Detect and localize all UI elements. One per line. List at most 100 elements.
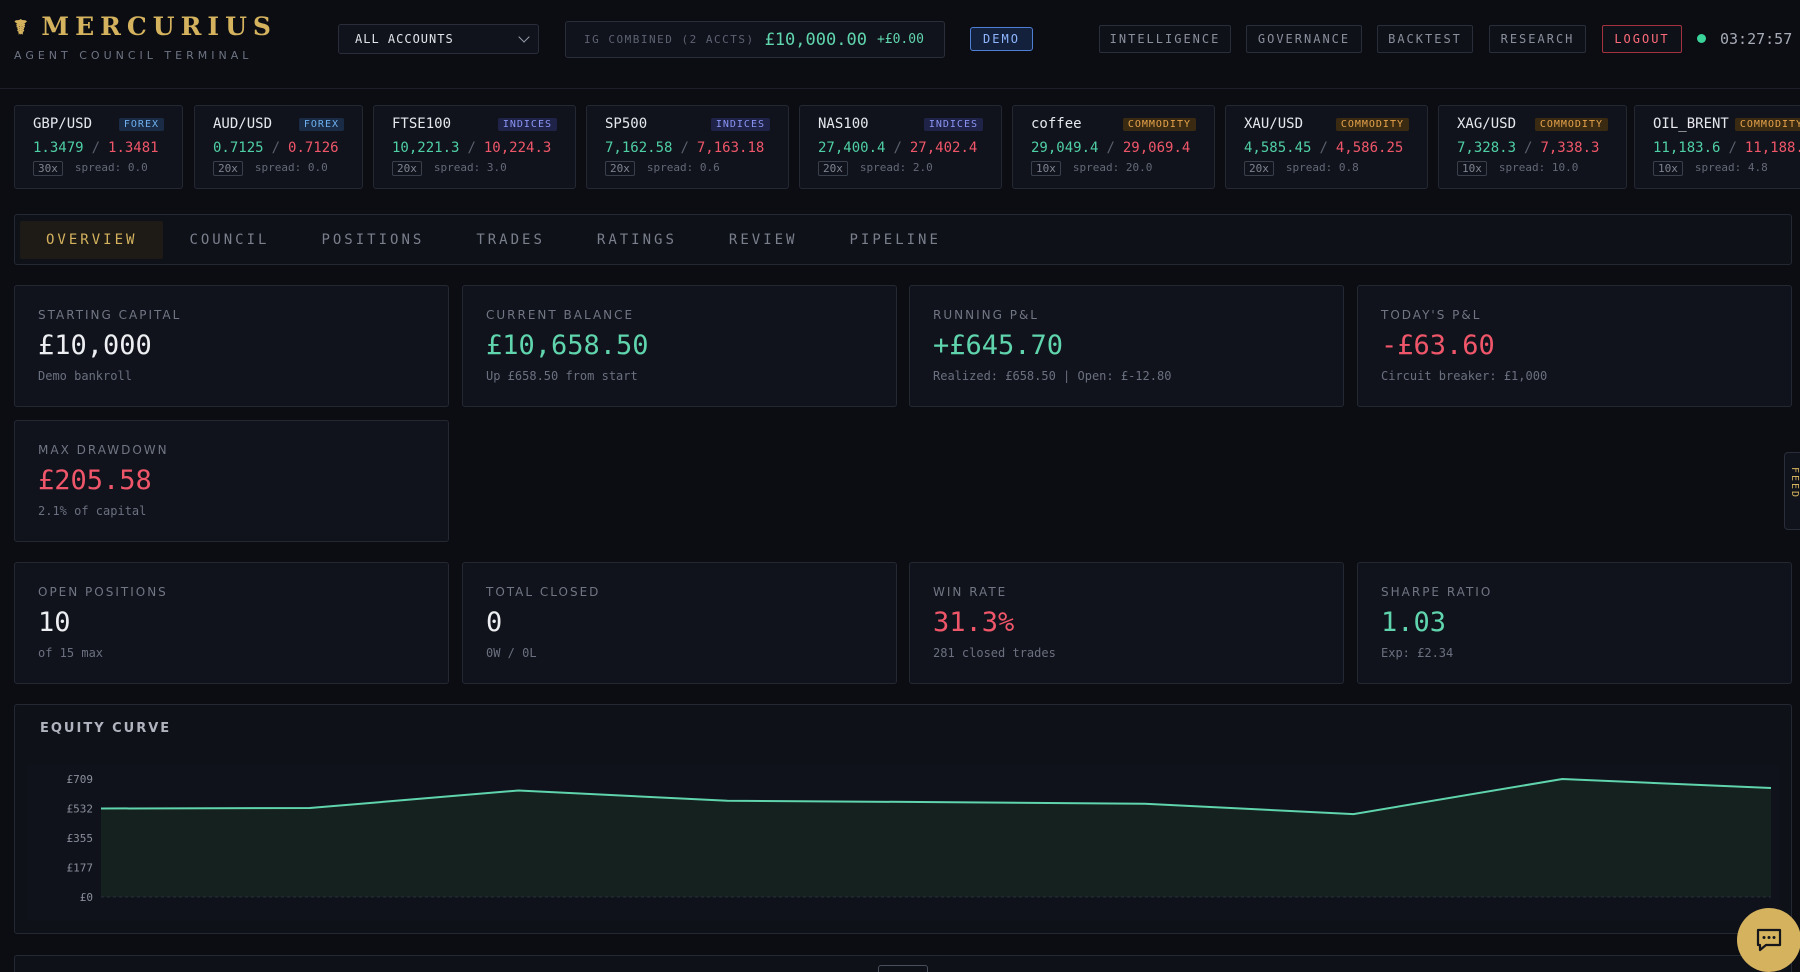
ticker-bid: 10,221.3	[392, 140, 460, 156]
card-value: -£63.60	[1381, 330, 1495, 361]
ticker-card[interactable]: coffee COMMODITY 29,049.4 / 29,069.4 10x spr…	[1012, 105, 1215, 189]
ticker-category: COMMODITY	[1122, 117, 1196, 131]
ticker-spread: spread: 4.8	[1694, 161, 1768, 174]
y-tick-label: £177	[67, 862, 94, 875]
ticker-ask: 27,402.4	[909, 140, 978, 156]
ticker-bid: 27,400.4	[818, 140, 886, 156]
connection-status-dot	[1697, 34, 1706, 43]
ticker-card[interactable]: OIL_BRENT COMMODITY 11,183.6 / 11,188.4 10x…	[1634, 105, 1800, 189]
card-sub: 2.1% of capital	[38, 504, 147, 518]
card-sub: Up £658.50 from start	[486, 369, 638, 383]
ticker-bid: 7,162.58	[605, 140, 673, 156]
ticker-card[interactable]: FTSE100 INDICES 10,221.3 / 10,224.3 20x spre…	[373, 105, 576, 189]
ticker-symbol: OIL_BRENT	[1653, 116, 1729, 132]
card-sub: Exp: £2.34	[1381, 646, 1454, 660]
resize-handle[interactable]	[878, 965, 928, 972]
card-sub: Circuit breaker: £1,000	[1381, 369, 1548, 383]
price-separator: /	[1106, 140, 1115, 156]
ticker-spread: spread: 0.6	[646, 161, 720, 174]
current-balance-card: CURRENT BALANCE £10,658.50 Up £658.50 fr…	[462, 285, 897, 407]
ticker-bid: 29,049.4	[1031, 140, 1099, 156]
ticker-card[interactable]: NAS100 INDICES 27,400.4 / 27,402.4 20x sprea…	[799, 105, 1002, 189]
tab-pipeline[interactable]: PIPELINE	[849, 231, 941, 248]
tab-review[interactable]: REVIEW	[728, 231, 798, 248]
ticker-card[interactable]: GBP/USD FOREX 1.3479 / 1.3481 30x spread: 0.…	[14, 105, 183, 189]
ticker-category: COMMODITY	[1534, 117, 1608, 131]
side-tab-label: FEED	[1789, 467, 1800, 500]
header: ☤ MERCURIUS AGENT COUNCIL TERMINAL ALL A…	[0, 0, 1800, 89]
card-sub: 281 closed trades	[933, 646, 1056, 660]
chevron-down-icon	[518, 31, 530, 43]
ticker-spread: spread: 10.0	[1498, 161, 1579, 174]
account-select-value: ALL ACCOUNTS	[355, 32, 454, 46]
max-drawdown-card: MAX DRAWDOWN £205.58 2.1% of capital	[14, 420, 449, 542]
ticker-spread: spread: 2.0	[859, 161, 933, 174]
side-feed-tab[interactable]: FEED	[1784, 452, 1800, 530]
account-select[interactable]: ALL ACCOUNTS	[338, 24, 539, 54]
ticker-category: INDICES	[710, 117, 770, 131]
ticker-bid: 4,585.45	[1244, 140, 1312, 156]
card-sub: of 15 max	[38, 646, 104, 660]
ticker-spread: spread: 20.0	[1072, 161, 1153, 174]
ticker-leverage: 20x	[605, 161, 635, 176]
card-label: STARTING CAPITAL	[38, 308, 182, 322]
tab-council[interactable]: COUNCIL	[189, 231, 270, 248]
card-value: £10,000	[38, 330, 152, 361]
ticker-spread: spread: 0.8	[1285, 161, 1359, 174]
card-label: RUNNING P&L	[933, 308, 1039, 322]
ticker-leverage: 20x	[213, 161, 243, 176]
intelligence-button[interactable]: INTELLIGENCE	[1099, 25, 1231, 53]
card-label: SHARPE RATIO	[1381, 585, 1493, 599]
price-separator: /	[1319, 140, 1328, 156]
equity-curve-panel: EQUITY CURVE £709 £532 £355 £177 £0	[14, 704, 1792, 934]
card-value: 31.3%	[933, 607, 1015, 638]
ticker-spread: spread: 3.0	[433, 161, 507, 174]
logout-button[interactable]: LOGOUT	[1602, 25, 1682, 53]
card-value: £205.58	[38, 465, 152, 496]
card-label: TOTAL CLOSED	[486, 585, 601, 599]
clock: 03:27:57	[1720, 30, 1793, 48]
combined-label: IG COMBINED (2 ACCTS)	[584, 33, 755, 46]
research-button[interactable]: RESEARCH	[1489, 25, 1586, 53]
tab-trades[interactable]: TRADES	[476, 231, 545, 248]
card-sub: 0W / 0L	[486, 646, 537, 660]
governance-button[interactable]: GOVERNANCE	[1246, 25, 1362, 53]
ticker-symbol: XAU/USD	[1244, 116, 1304, 132]
card-sub: Realized: £658.50 | Open: £-12.80	[933, 369, 1172, 383]
tab-ratings[interactable]: RATINGS	[596, 231, 677, 248]
caduceus-icon: ☤	[14, 14, 34, 39]
card-sub: Demo bankroll	[38, 369, 132, 383]
ticker-card[interactable]: XAG/USD COMMODITY 7,328.3 / 7,338.3 10x spre…	[1438, 105, 1627, 189]
price-separator: /	[271, 140, 281, 156]
tab-overview[interactable]: OVERVIEW	[20, 220, 164, 259]
ticker-category: COMMODITY	[1734, 117, 1800, 131]
ticker-card[interactable]: XAU/USD COMMODITY 4,585.45 / 4,586.25 20x sp…	[1225, 105, 1428, 189]
backtest-button[interactable]: BACKTEST	[1377, 25, 1473, 53]
y-tick-label: £355	[67, 832, 94, 845]
ticker-symbol: GBP/USD	[33, 116, 93, 132]
win-rate-card: WIN RATE 31.3% 281 closed trades	[909, 562, 1344, 684]
running-pnl-card: RUNNING P&L +£645.70 Realized: £658.50 |…	[909, 285, 1344, 407]
ticker-category: FOREX	[118, 117, 164, 131]
ticker-bid: 1.3479	[33, 140, 84, 156]
ticker-category: INDICES	[497, 117, 557, 131]
ticker-card[interactable]: SP500 INDICES 7,162.58 / 7,163.18 20x spread…	[586, 105, 789, 189]
ticker-category: COMMODITY	[1335, 117, 1409, 131]
ticker-spread: spread: 0.0	[74, 161, 148, 174]
price-separator: /	[680, 140, 689, 156]
demo-badge: DEMO	[970, 27, 1033, 51]
total-closed-card: TOTAL CLOSED 0 0W / 0L	[462, 562, 897, 684]
ticker-ask: 7,163.18	[696, 140, 765, 156]
chat-button[interactable]	[1737, 908, 1800, 972]
bottom-panel	[14, 955, 1792, 972]
ticker-leverage: 20x	[392, 161, 422, 176]
chat-icon	[1756, 928, 1782, 952]
ticker-symbol: FTSE100	[392, 116, 452, 132]
y-tick-label: £709	[67, 773, 94, 786]
ticker-card[interactable]: AUD/USD FOREX 0.7125 / 0.7126 20x spread: 0.…	[194, 105, 363, 189]
ticker-symbol: XAG/USD	[1457, 116, 1517, 132]
app-subtitle: AGENT COUNCIL TERMINAL	[14, 49, 253, 62]
ticker-ask: 29,069.4	[1122, 140, 1191, 156]
card-value: +£645.70	[933, 330, 1064, 361]
tab-positions[interactable]: POSITIONS	[321, 231, 425, 248]
